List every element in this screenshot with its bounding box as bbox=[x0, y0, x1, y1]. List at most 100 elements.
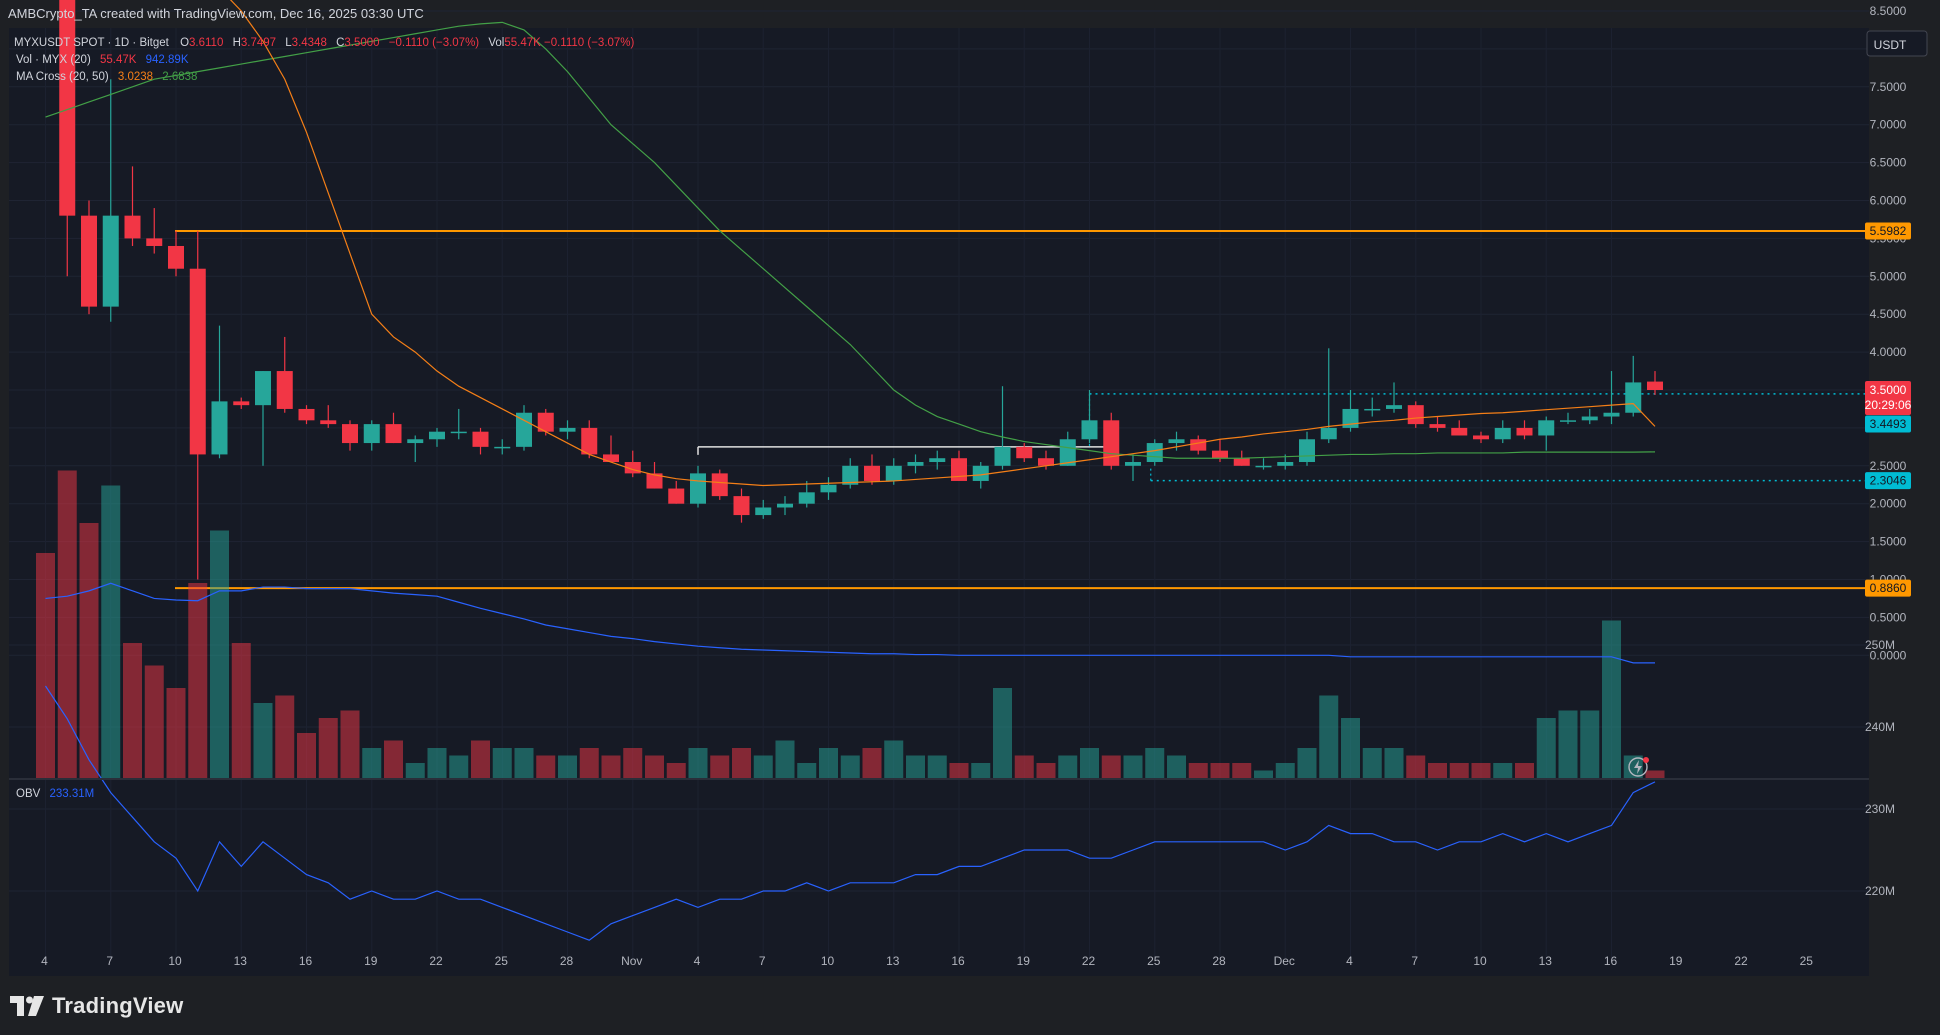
candle-body bbox=[1516, 427, 1533, 436]
candle-body bbox=[1386, 405, 1402, 409]
volume-bar bbox=[732, 748, 751, 778]
candle-body bbox=[342, 424, 358, 444]
legend-ma-v2: 2.6838 bbox=[162, 71, 197, 83]
time-axis[interactable]: 4 7 10 13 16 19 22 25 28 Nov 4 7 10 13 16 19 22 25 28 Dec 4 7… bbox=[41, 954, 1813, 968]
candle-body bbox=[733, 496, 750, 516]
legend-ma-cross[interactable]: MA Cross (20, 50) 3.0238 2.6838 bbox=[16, 71, 197, 83]
candle-body bbox=[777, 503, 793, 508]
volume-bars bbox=[36, 470, 1665, 778]
price-tick-label: 7.0000 bbox=[1870, 118, 1907, 132]
time-tick-label: 25 bbox=[1800, 954, 1814, 968]
support-low-badge: 2.3046 bbox=[1870, 474, 1907, 488]
volume-bar bbox=[471, 740, 490, 778]
price-tick-label: 2.5000 bbox=[1870, 459, 1907, 473]
candle-body bbox=[1451, 427, 1468, 436]
last-price-badge-bg bbox=[1865, 381, 1911, 415]
obv-tick-label: 240M bbox=[1865, 720, 1895, 734]
legend-c-label: C bbox=[336, 37, 344, 49]
candle-body bbox=[59, 0, 76, 216]
candle-body bbox=[1407, 405, 1424, 425]
price-tick-label: 4.0000 bbox=[1870, 345, 1907, 359]
volume-bar bbox=[949, 763, 969, 778]
time-tick-label: 4 bbox=[41, 954, 48, 968]
time-tick-label: 10 bbox=[168, 954, 182, 968]
legend-l: 3.4348 bbox=[292, 37, 327, 49]
candle-body bbox=[233, 401, 250, 406]
volume-bar bbox=[906, 755, 925, 778]
volume-bar bbox=[1319, 695, 1339, 778]
obv-line bbox=[44, 685, 1656, 941]
volume-bar bbox=[36, 553, 55, 778]
candle-body bbox=[1146, 443, 1163, 463]
candle-body bbox=[363, 424, 380, 444]
obv-tick-label: 220M bbox=[1865, 884, 1895, 898]
candle-body bbox=[146, 238, 163, 246]
candle-body bbox=[1168, 439, 1185, 444]
candle-body bbox=[1081, 420, 1098, 440]
volume-bar bbox=[688, 748, 708, 778]
legend-ma-v1: 3.0238 bbox=[118, 71, 153, 83]
candle-body bbox=[1494, 427, 1511, 440]
price-axis[interactable]: 9.00008.50008.00007.50007.00006.50006.00… bbox=[1870, 0, 1907, 662]
volume-bar bbox=[1384, 748, 1404, 778]
candle-body bbox=[450, 431, 467, 434]
candle-body bbox=[494, 446, 511, 449]
volume-bar bbox=[1406, 755, 1426, 778]
obv-tick-label: 250M bbox=[1865, 638, 1895, 652]
candle-body bbox=[842, 465, 859, 485]
legend-volume[interactable]: Vol · MYX (20) 55.47K 942.89K bbox=[16, 54, 189, 66]
volume-bar bbox=[645, 755, 664, 778]
candle-body bbox=[102, 215, 119, 307]
candle-body bbox=[255, 371, 271, 406]
volume-bar bbox=[710, 755, 730, 778]
candle-body bbox=[189, 268, 206, 455]
candle-body bbox=[1647, 381, 1663, 390]
candle-body bbox=[603, 454, 619, 463]
candle-body bbox=[429, 431, 445, 440]
volume-bar bbox=[558, 755, 577, 778]
candle-body bbox=[211, 401, 228, 455]
time-tick-label: 25 bbox=[1147, 954, 1161, 968]
candle-body bbox=[385, 424, 402, 444]
volume-bar bbox=[166, 688, 186, 778]
volume-bar bbox=[231, 643, 251, 778]
candle-body bbox=[1255, 465, 1272, 468]
legend-obv[interactable]: OBV 233.31M bbox=[16, 788, 94, 800]
ma-fast-line bbox=[229, 0, 1656, 487]
candle-body bbox=[929, 458, 946, 463]
candle-body bbox=[1212, 450, 1228, 459]
volume-bar bbox=[1449, 763, 1469, 778]
legend-volume-v2: 942.89K bbox=[146, 54, 189, 66]
candle-body bbox=[407, 439, 424, 444]
candle-body bbox=[972, 465, 989, 481]
header-title: AMBCrypto_TA created with TradingView.co… bbox=[8, 6, 424, 21]
time-tick-label: 16 bbox=[1604, 954, 1618, 968]
ma-slow-line bbox=[45, 21, 1656, 459]
candle-body bbox=[1103, 420, 1120, 466]
volume-bar bbox=[993, 688, 1012, 778]
time-tick-label: 10 bbox=[1473, 954, 1487, 968]
obv-axis[interactable]: 250M 240M 230M 220M bbox=[1865, 638, 1895, 898]
volume-bar bbox=[927, 755, 947, 778]
volume-bar bbox=[666, 763, 686, 778]
candle-body bbox=[1016, 446, 1033, 459]
volume-bar bbox=[1188, 763, 1208, 778]
candle-body bbox=[1125, 462, 1141, 466]
legend-vol-label: Vol bbox=[488, 37, 504, 49]
candle-body bbox=[820, 484, 837, 493]
legend-l-label: L bbox=[285, 37, 292, 49]
tradingview-logo[interactable]: TradingView bbox=[10, 993, 183, 1019]
lightning-icon[interactable] bbox=[1628, 757, 1649, 777]
currency-button[interactable] bbox=[1866, 30, 1928, 57]
volume-bar bbox=[57, 470, 77, 778]
currency-button-label[interactable]: USDT bbox=[1874, 38, 1907, 52]
time-tick-label: 13 bbox=[234, 954, 248, 968]
volume-bar bbox=[340, 710, 360, 778]
candle-body bbox=[690, 473, 706, 504]
candle-body bbox=[994, 446, 1011, 466]
legend-main[interactable]: MYXUSDT SPOT · 1D · Bitget O3.6110 H3.74… bbox=[14, 37, 635, 49]
volume-bar bbox=[79, 523, 99, 778]
candle-body bbox=[885, 465, 902, 481]
candle-body bbox=[516, 412, 532, 447]
